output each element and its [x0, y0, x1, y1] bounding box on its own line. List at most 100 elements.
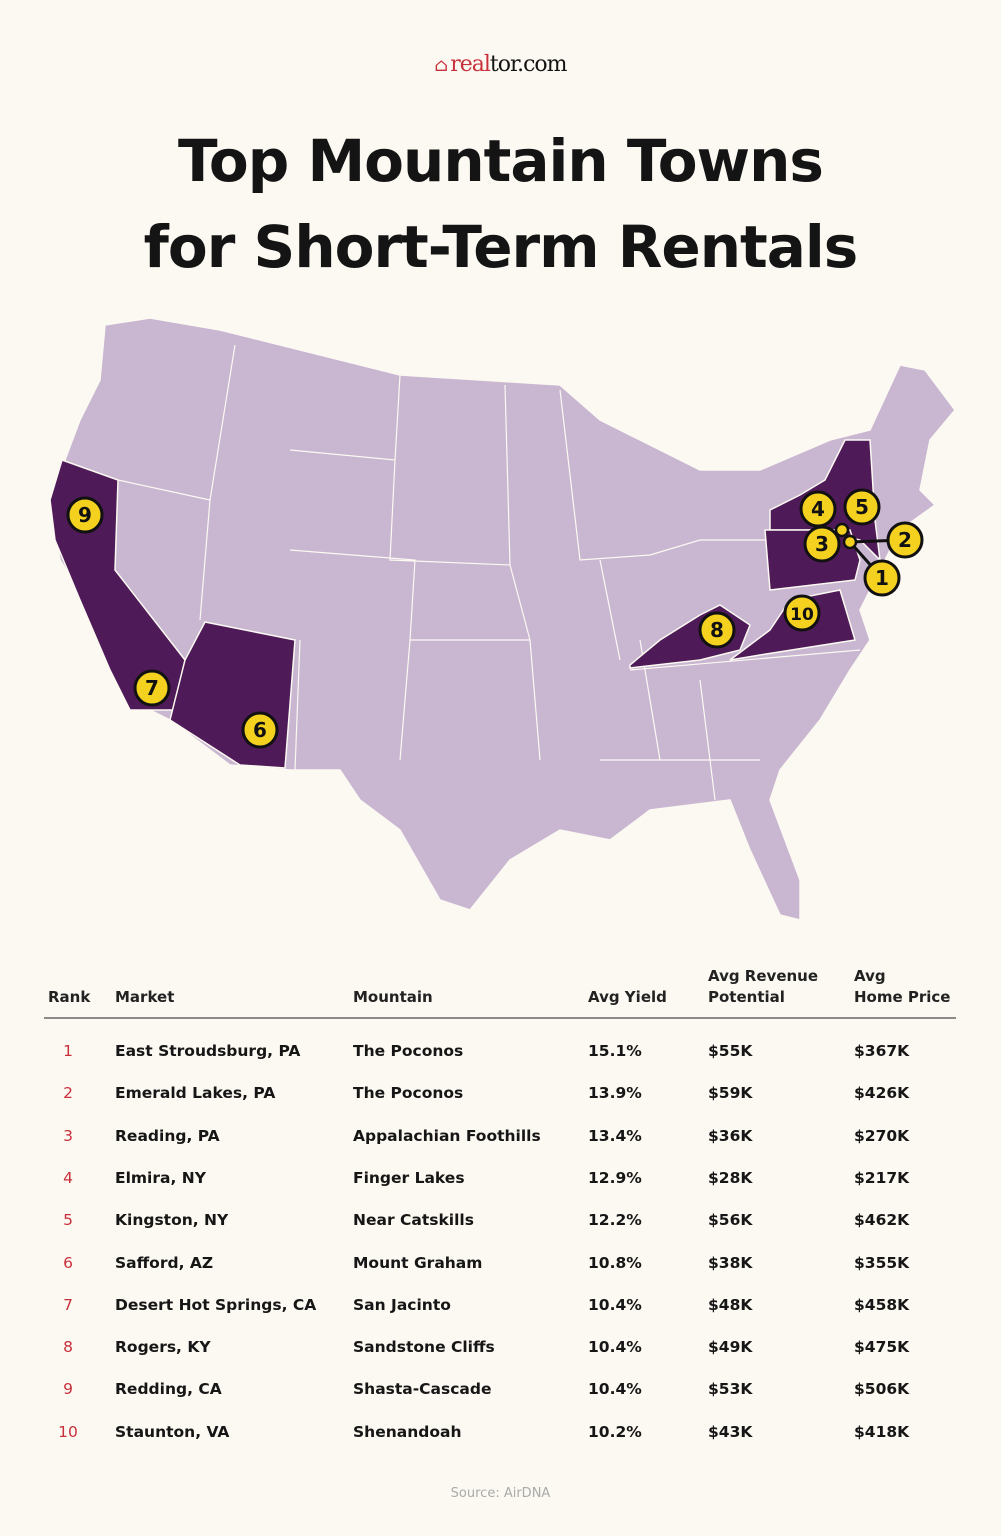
marker-label: 10 [790, 605, 814, 625]
cell-yield: 12.2% [588, 1211, 642, 1230]
marker-label: 3 [815, 532, 829, 556]
cell-yield: 10.4% [588, 1295, 642, 1314]
header-rank: Rank [48, 988, 91, 1006]
header-price-line2: Home Price [854, 988, 951, 1006]
marker-circle [133, 669, 171, 707]
marker-circle [886, 521, 924, 559]
cell-price: $367K [854, 1042, 910, 1060]
cell-revenue: $48K [708, 1295, 753, 1314]
cell-price: $426K [854, 1084, 910, 1103]
cell-market: Elmira, NY [115, 1168, 206, 1187]
cell-revenue: $38K [708, 1253, 753, 1272]
cell-price: $462K [854, 1211, 910, 1230]
state-borders [117, 344, 861, 801]
cell-rank: 6 [63, 1253, 73, 1272]
map-marker-2: 2 [886, 521, 924, 559]
cell-revenue: $56K [708, 1211, 753, 1230]
header-yield: Avg Yield [588, 988, 667, 1006]
map-markers: 12 3 4 5 6 7 8 9 10 [66, 488, 924, 749]
marker-dot [842, 534, 858, 550]
cell-price: $217K [854, 1168, 910, 1187]
cell-rank: 9 [63, 1380, 73, 1399]
cell-revenue: $55K [708, 1042, 753, 1060]
marker-circle [241, 711, 279, 749]
us-map: 12 3 4 5 6 7 8 9 10 [49, 317, 956, 921]
header-revenue: Avg Revenue Potential [708, 966, 818, 1008]
cell-revenue: $49K [708, 1338, 753, 1357]
source-note: Source: AirDNA [450, 1486, 551, 1501]
cell-price: $475K [854, 1338, 910, 1357]
cell-rank: 5 [63, 1211, 73, 1230]
cell-price: $355K [854, 1253, 910, 1272]
cell-rank: 7 [63, 1295, 73, 1314]
title-line-1: Top Mountain Towns [178, 127, 824, 195]
cell-rank: 4 [63, 1168, 73, 1187]
cell-price: $506K [854, 1380, 910, 1399]
realtor-logo: ⌂ realtor.com [0, 52, 1001, 77]
cell-revenue: $53K [708, 1380, 753, 1399]
header-price: Avg Home Price [854, 966, 950, 1008]
map-marker-6: 6 [241, 711, 279, 749]
cell-price: $418K [854, 1422, 910, 1441]
cell-mountain: The Poconos [353, 1042, 464, 1060]
cell-market: Emerald Lakes, PA [115, 1084, 276, 1103]
cell-mountain: Sandstone Cliffs [353, 1338, 495, 1357]
cell-price: $270K [854, 1126, 910, 1145]
cell-yield: 10.4% [588, 1338, 642, 1357]
map-marker-9: 9 [66, 496, 104, 534]
cell-yield: 12.9% [588, 1168, 642, 1187]
marker-circle [783, 594, 821, 632]
house-icon: ⌂ [434, 55, 448, 76]
map-marker-5: 5 [843, 488, 881, 526]
cell-mountain: Finger Lakes [353, 1168, 465, 1187]
map-marker-10: 10 [783, 594, 821, 632]
cell-rank: 2 [63, 1084, 73, 1103]
cell-rank: 10 [58, 1422, 78, 1441]
cell-market: Safford, AZ [115, 1253, 214, 1272]
cell-market: Rogers, KY [115, 1338, 211, 1357]
marker-circle [843, 488, 881, 526]
marker-label: 6 [253, 718, 267, 742]
map-marker-3: 3 [803, 525, 841, 563]
cell-yield: 10.4% [588, 1380, 642, 1399]
cell-mountain: Shenandoah [353, 1422, 462, 1441]
cell-market: Desert Hot Springs, CA [115, 1295, 317, 1314]
map-marker-1: 1 [863, 559, 901, 597]
cell-rank: 3 [63, 1126, 73, 1145]
cell-rank: 8 [63, 1338, 73, 1357]
cell-mountain: San Jacinto [353, 1295, 451, 1314]
map-marker-4: 4 [799, 490, 837, 528]
header-revenue-line1: Avg Revenue [708, 967, 819, 985]
header-market: Market [115, 988, 175, 1006]
cell-revenue: $59K [708, 1084, 753, 1103]
header-revenue-line2: Potential [708, 988, 785, 1006]
cell-revenue: $43K [708, 1422, 753, 1441]
cell-yield: 15.1% [588, 1042, 642, 1060]
cell-market: Kingston, NY [115, 1211, 229, 1230]
cell-revenue: $36K [708, 1126, 753, 1145]
marker-label: 9 [78, 503, 92, 527]
cell-mountain: Shasta-Cascade [353, 1380, 492, 1399]
title-line-2: for Short-Term Rentals [143, 213, 859, 281]
cell-market: Staunton, VA [115, 1422, 230, 1441]
marker-label: 5 [855, 495, 869, 519]
cell-yield: 10.2% [588, 1422, 642, 1441]
cell-yield: 10.8% [588, 1253, 642, 1272]
marker-circle [863, 559, 901, 597]
marker-label: 8 [710, 618, 724, 642]
cell-yield: 13.9% [588, 1084, 642, 1103]
page-title: Top Mountain Towns for Short-Term Rentals [0, 118, 1001, 290]
cell-rank: 1 [63, 1042, 73, 1060]
cell-market: East Stroudsburg, PA [115, 1042, 301, 1060]
marker-label: 4 [811, 497, 825, 521]
header-mountain: Mountain [353, 988, 433, 1006]
header-price-line1: Avg [854, 967, 886, 985]
cell-yield: 13.4% [588, 1126, 642, 1145]
cell-price: $458K [854, 1295, 910, 1314]
marker-label: 7 [145, 676, 159, 700]
marker-label: 1 [875, 566, 889, 590]
marker-label: 2 [898, 528, 912, 552]
marker-circle [698, 611, 736, 649]
cell-revenue: $28K [708, 1168, 753, 1187]
